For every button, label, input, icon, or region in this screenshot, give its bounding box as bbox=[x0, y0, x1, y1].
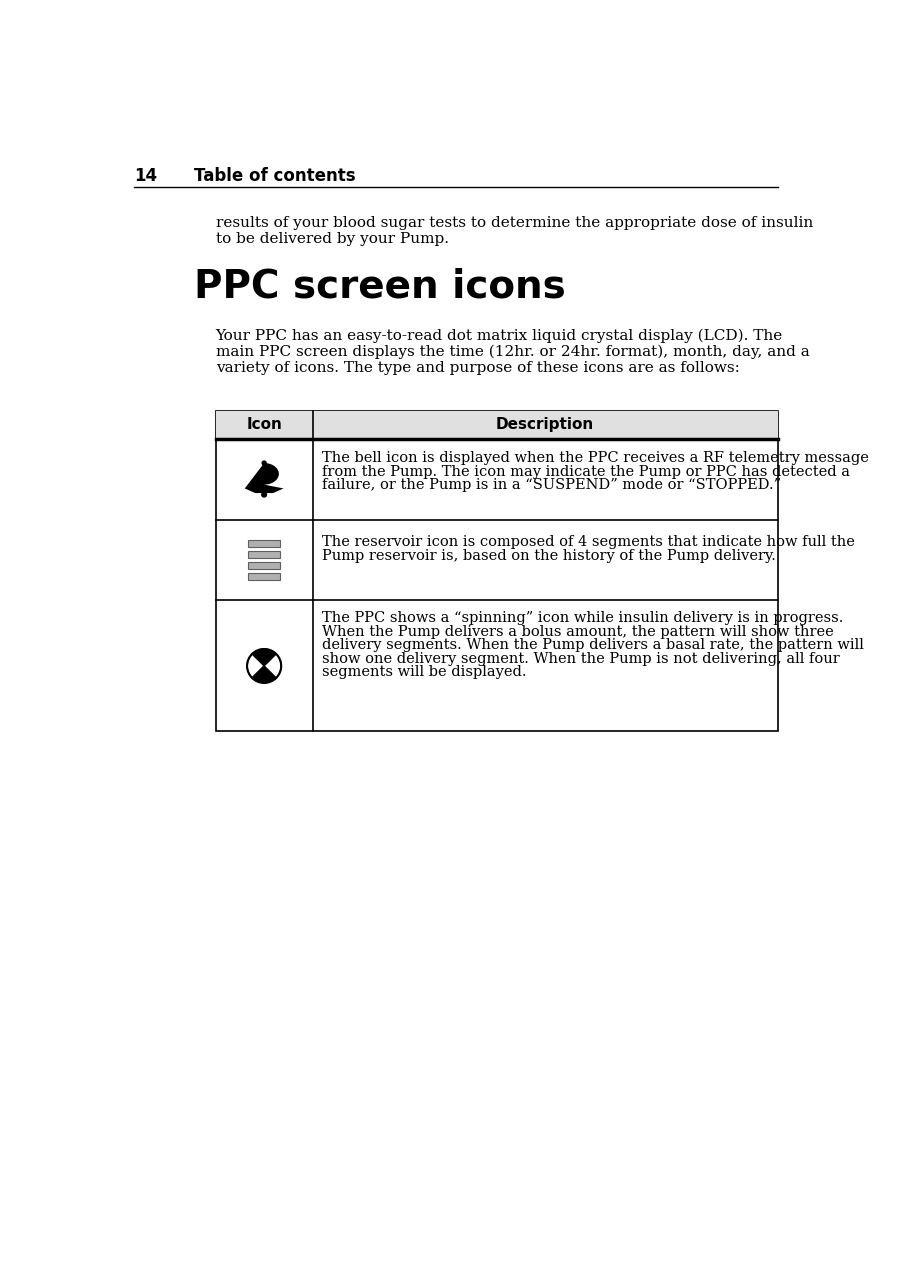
Text: variety of icons. The type and purpose of these icons are as follows:: variety of icons. The type and purpose o… bbox=[215, 361, 740, 375]
Wedge shape bbox=[247, 655, 264, 678]
Polygon shape bbox=[245, 463, 284, 493]
Bar bbox=[248, 551, 280, 558]
Text: PPC screen icons: PPC screen icons bbox=[194, 267, 566, 305]
Text: results of your blood sugar tests to determine the appropriate dose of insulin: results of your blood sugar tests to det… bbox=[215, 216, 813, 230]
Text: The reservoir icon is composed of 4 segments that indicate how full the: The reservoir icon is composed of 4 segm… bbox=[322, 535, 855, 549]
Text: Description: Description bbox=[496, 417, 594, 433]
Text: Your PPC has an easy-to-read dot matrix liquid crystal display (LCD). The: Your PPC has an easy-to-read dot matrix … bbox=[215, 329, 783, 343]
Bar bbox=[215, 411, 778, 439]
Wedge shape bbox=[264, 655, 281, 678]
Wedge shape bbox=[252, 649, 277, 666]
Text: from the Pump. The icon may indicate the Pump or PPC has detected a: from the Pump. The icon may indicate the… bbox=[322, 464, 850, 478]
Text: Icon: Icon bbox=[246, 417, 282, 433]
Text: Table of contents: Table of contents bbox=[194, 167, 356, 185]
Text: The bell icon is displayed when the PPC receives a RF telemetry message: The bell icon is displayed when the PPC … bbox=[322, 452, 869, 466]
Bar bbox=[248, 541, 280, 547]
Text: main PPC screen displays the time (12hr. or 24hr. format), month, day, and a: main PPC screen displays the time (12hr.… bbox=[215, 345, 809, 360]
Text: 14: 14 bbox=[134, 167, 158, 185]
Text: When the Pump delivers a bolus amount, the pattern will show three: When the Pump delivers a bolus amount, t… bbox=[322, 625, 833, 639]
Wedge shape bbox=[252, 666, 277, 683]
Bar bbox=[215, 411, 778, 731]
Circle shape bbox=[261, 491, 268, 498]
Text: Pump reservoir is, based on the history of the Pump delivery.: Pump reservoir is, based on the history … bbox=[322, 549, 776, 563]
Text: segments will be displayed.: segments will be displayed. bbox=[322, 665, 526, 679]
Text: to be delivered by your Pump.: to be delivered by your Pump. bbox=[215, 232, 449, 246]
Circle shape bbox=[261, 461, 267, 466]
Text: failure, or the Pump is in a “SUSPEND” mode or “STOPPED.”: failure, or the Pump is in a “SUSPEND” m… bbox=[322, 478, 781, 493]
Text: show one delivery segment. When the Pump is not delivering, all four: show one delivery segment. When the Pump… bbox=[322, 652, 840, 666]
Text: delivery segments. When the Pump delivers a basal rate, the pattern will: delivery segments. When the Pump deliver… bbox=[322, 638, 864, 652]
Bar bbox=[248, 573, 280, 579]
Text: The PPC shows a “spinning” icon while insulin delivery is in progress.: The PPC shows a “spinning” icon while in… bbox=[322, 611, 843, 625]
Bar bbox=[248, 561, 280, 569]
